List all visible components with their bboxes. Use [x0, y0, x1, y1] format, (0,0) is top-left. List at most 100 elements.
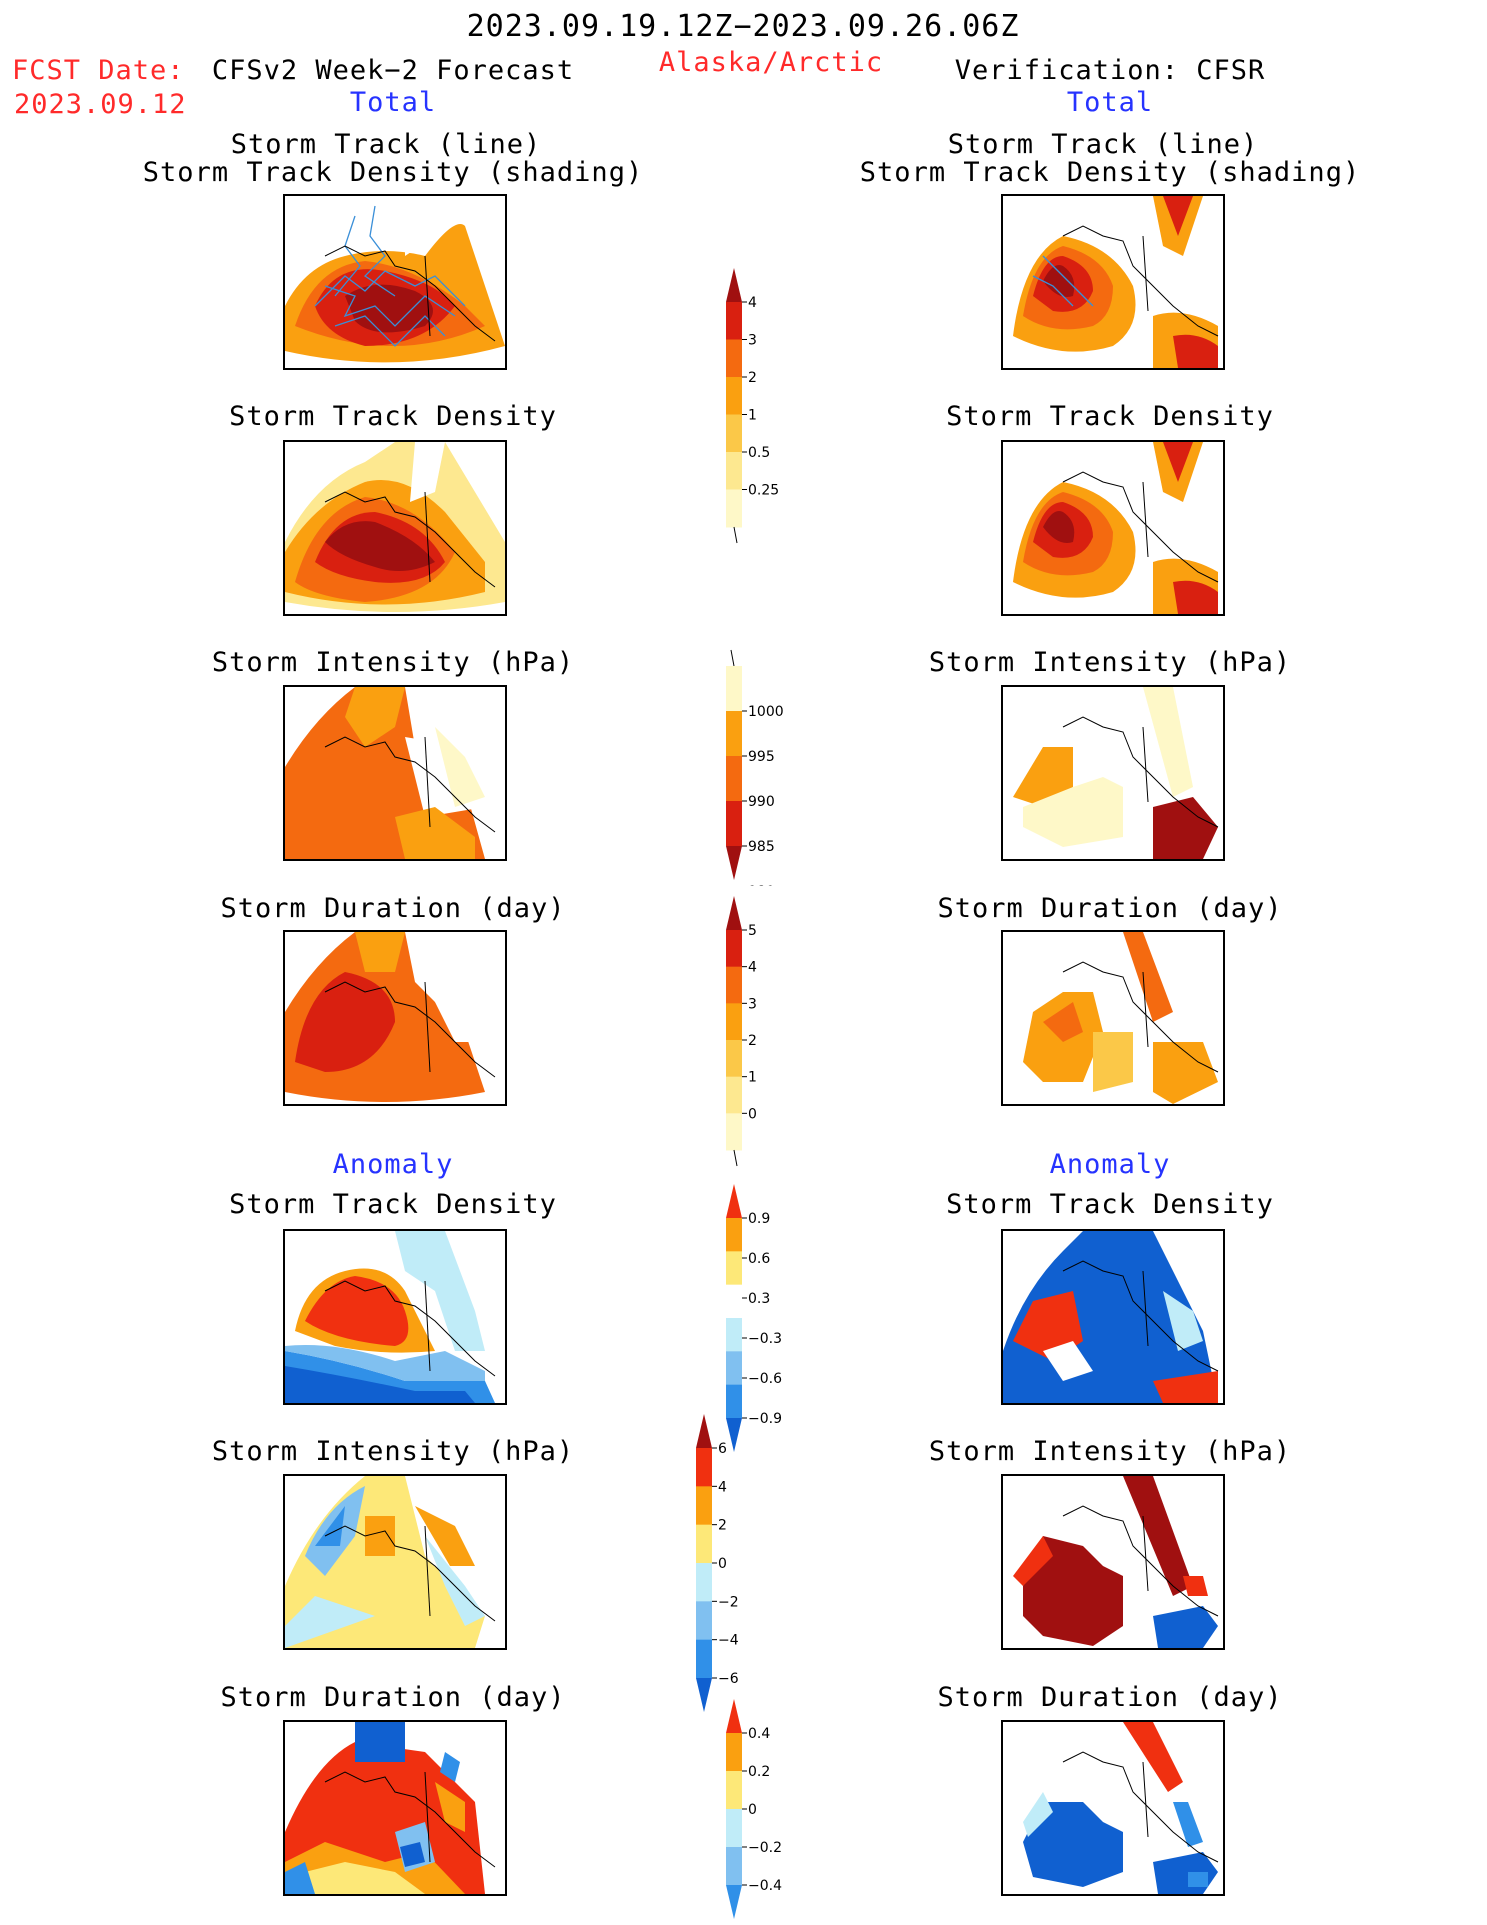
colorbar-segment: [726, 1251, 742, 1286]
colorbar-tick-label: 6: [718, 1441, 727, 1457]
colorbar-tick-label: 2: [748, 1033, 757, 1049]
colorbar-total-intensity: 1000 995 990 985 980: [726, 649, 784, 886]
colorbar-segment: [726, 302, 742, 340]
fcst-date-value: 2023.09.12: [14, 89, 187, 120]
colorbar-tick-label: 0.3: [748, 1291, 770, 1307]
colorbar-segment: [726, 756, 742, 802]
vf-anom-density-map: [1001, 1229, 1225, 1405]
colorbar-tick-label: 1000: [748, 704, 784, 720]
colorbar-tick-label: 0.6: [748, 1251, 770, 1267]
vf-anom-density-title: Storm Track Density: [946, 1189, 1274, 1220]
colorbar-segment: [726, 339, 742, 378]
colorbar-segment: [726, 414, 742, 453]
fc-duration-map: [283, 930, 507, 1106]
vf-density-map: [1001, 440, 1225, 616]
colorbar-cap-bottom: [733, 526, 738, 544]
colorbar-arrow-bottom: [726, 1418, 742, 1452]
colorbar-total-density: 4 3 2 1 0.5 0.25: [726, 268, 779, 544]
colorbar-segment: [696, 1563, 712, 1602]
fcst-date-label: FCST Date:: [12, 55, 185, 86]
colorbar-tick-label: −0.9: [748, 1411, 782, 1427]
colorbar-segment: [726, 1218, 742, 1252]
colorbar-anom-intensity: 6 4 2 0 −2 −4 −6: [696, 1414, 739, 1712]
colorbar-segment: [726, 452, 742, 490]
colorbar-segment: [696, 1448, 712, 1487]
colorbar-segment: [726, 1384, 742, 1419]
colorbar-tick-label: 0: [718, 1556, 727, 1572]
fc-anom-duration-map: [283, 1720, 507, 1896]
colorbar-tick-label: 0.2: [748, 1764, 770, 1780]
colorbar-arrow-top: [726, 896, 742, 930]
colorbar-arrow-top: [726, 1184, 742, 1218]
colorbar-tick-label: 0.4: [748, 1726, 770, 1742]
vf-anom-duration-map: [1001, 1720, 1225, 1896]
fc-anom-density-title: Storm Track Density: [229, 1189, 557, 1220]
colorbar-segment: [696, 1524, 712, 1564]
fc-density-map: [283, 440, 507, 616]
colorbar-tick-label: −0.6: [748, 1371, 782, 1387]
vf-track-line-title: Storm Track (line): [947, 129, 1259, 160]
colorbar-tick-label: −0.2: [748, 1840, 782, 1856]
colorbar-segment: [726, 666, 742, 712]
colorbar-anom-density: 0.9 0.6 0.3 −0.3 −0.6 −0.9: [726, 1184, 782, 1452]
colorbar-arrow-top: [696, 1414, 712, 1448]
fc-storm-track-map: [283, 194, 507, 370]
colorbar-tick-label: 0.9: [748, 1211, 770, 1227]
colorbar-segment: [726, 1771, 742, 1810]
colorbar-tick-label: −0.4: [748, 1878, 782, 1894]
colorbar-cap-top: [730, 649, 735, 667]
verification-title: Verification: CFSR: [954, 55, 1266, 86]
colorbar-tick-label: 0: [748, 1106, 757, 1122]
fc-anom-duration-title: Storm Duration (day): [220, 1682, 566, 1713]
fc-anom-intensity-title: Storm Intensity (hPa): [211, 1436, 575, 1467]
vf-anom-duration-title: Storm Duration (day): [937, 1682, 1283, 1713]
vf-intensity-map: [1001, 685, 1225, 861]
colorbar-segment: [726, 489, 742, 528]
colorbar-segment: [726, 1318, 742, 1352]
verification-total-label: Total: [1066, 87, 1154, 118]
colorbar-tick-label: −4: [718, 1633, 739, 1649]
colorbar-tick-label: 2: [748, 370, 757, 386]
vf-storm-track-map: [1001, 194, 1225, 370]
colorbar-tick-label: 4: [748, 960, 757, 976]
colorbar-tick-label: 0: [748, 1802, 757, 1818]
colorbar-tick-label: 990: [748, 794, 775, 810]
colorbar-segment: [726, 1351, 742, 1386]
colorbar-tick-label: 3: [748, 333, 757, 349]
colorbar-segment: [696, 1601, 712, 1641]
colorbar-segment: [696, 1639, 712, 1679]
colorbar-segment: [726, 1733, 742, 1772]
colorbar-arrow-bottom: [726, 1885, 742, 1919]
colorbar-segment: [726, 377, 742, 415]
colorbar-segment: [726, 1076, 742, 1114]
fc-track-shading-title: Storm Track Density (shading): [142, 157, 644, 188]
colorbar-tick-label: −6: [718, 1671, 739, 1687]
fc-intensity-map: [283, 685, 507, 861]
colorbar-arrow-bottom: [696, 1678, 712, 1712]
colorbar-tick-label: 0.25: [748, 483, 779, 499]
colorbar-anom-duration: 0.4 0.2 0 −0.2 −0.4: [726, 1699, 782, 1919]
vf-duration-title: Storm Duration (day): [937, 893, 1283, 924]
vf-track-shading-title: Storm Track Density (shading): [859, 157, 1361, 188]
fc-anomaly-label: Anomaly: [332, 1149, 454, 1180]
colorbar-segment: [696, 1486, 712, 1526]
colorbar-tick-label: 5: [748, 923, 757, 939]
fc-anom-density-map: [283, 1229, 507, 1405]
forecast-title: CFSv2 Week−2 Forecast: [211, 55, 575, 86]
colorbar-segment: [726, 1284, 742, 1319]
colorbar-tick-label: 4: [748, 295, 757, 311]
colorbar-tick-label: 2: [718, 1518, 727, 1534]
colorbar-arrow-top: [726, 268, 742, 302]
colorbar-arrow-bottom: [726, 846, 742, 880]
vf-anom-intensity-title: Storm Intensity (hPa): [928, 1436, 1292, 1467]
colorbar-segment: [726, 1847, 742, 1886]
colorbar-tick-label: −0.3: [748, 1331, 782, 1347]
vf-intensity-title: Storm Intensity (hPa): [928, 647, 1292, 678]
colorbar-tick-label: 0.5: [748, 445, 770, 461]
colorbar-arrow-top: [726, 1699, 742, 1733]
colorbar-tick-label: 3: [748, 996, 757, 1012]
colorbar-cap-bottom: [733, 1149, 738, 1167]
colorbar-tick-label: 980: [748, 884, 775, 886]
colorbar-segment: [726, 1113, 742, 1151]
colorbar-tick-label: 985: [748, 839, 775, 855]
